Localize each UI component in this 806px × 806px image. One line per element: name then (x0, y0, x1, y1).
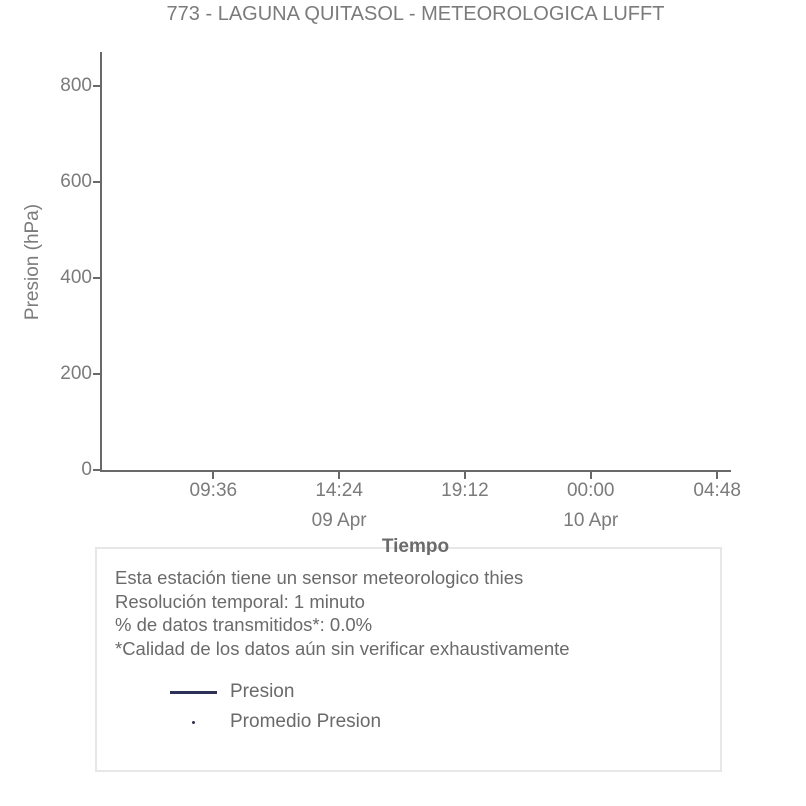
x-tick-label: 09:36 (189, 480, 238, 501)
x-date-label: 10 Apr (563, 510, 619, 531)
x-date-label: 09 Apr (311, 510, 367, 531)
y-tick-mark (93, 372, 100, 375)
y-tick-mark (93, 84, 100, 87)
x-axis-title-text: Tiempo (381, 536, 450, 555)
x-axis-title: Tiempo (100, 536, 731, 555)
x-tick-mark (212, 472, 215, 479)
info-line-4: *Calidad de los datos aún sin verificar … (115, 637, 570, 659)
x-tick-mark (716, 472, 719, 479)
info-legend-box: Esta estación tiene un sensor meteorolog… (95, 547, 722, 772)
info-line-2: Resolución temporal: 1 minuto (115, 590, 365, 612)
line-marker-icon (170, 690, 217, 694)
y-axis-title: Presion (hPa) (22, 203, 43, 321)
legend-item-presion[interactable]: Presion (170, 677, 381, 707)
plot-area[interactable]: 0 200 400 600 800 09:36 14:24 19:12 00:00 04:48 09… (60, 52, 741, 531)
legend: Presion Promedio Presion (170, 677, 381, 737)
y-tick-label: 200 (60, 362, 92, 384)
y-tick-label: 800 (60, 74, 92, 96)
x-tick-label: 04:48 (693, 480, 741, 501)
x-tick-label: 00:00 (566, 480, 615, 501)
x-tick-label: 19:12 (441, 480, 489, 501)
chart-title: 773 - LAGUNA QUITASOL - METEOROLOGICA LU… (166, 3, 665, 25)
y-tick-mark (93, 180, 100, 183)
legend-dot-swatch (170, 707, 217, 737)
x-tick-mark (338, 472, 341, 479)
info-line-3: % de datos transmitidos*: 0.0% (115, 614, 373, 635)
x-tick-mark (463, 472, 466, 479)
y-tick-mark (93, 276, 100, 279)
legend-label: Promedio Presion (230, 711, 382, 732)
y-tick-label: 400 (60, 266, 92, 288)
y-tick-label: 600 (60, 170, 92, 192)
info-lines: Esta estación tiene un sensor meteorolog… (115, 566, 710, 660)
dot-marker-icon (192, 720, 195, 724)
y-tick-label: 0 (81, 459, 92, 480)
legend-label: Presion (230, 681, 295, 702)
info-line-1: Esta estación tiene un sensor meteorolog… (115, 567, 524, 588)
x-tick-label: 14:24 (315, 480, 363, 501)
legend-item-promedio-presion[interactable]: Promedio Presion (170, 707, 381, 737)
x-tick-mark (589, 472, 592, 479)
y-tick-mark (93, 469, 100, 471)
legend-line-swatch (170, 677, 217, 707)
